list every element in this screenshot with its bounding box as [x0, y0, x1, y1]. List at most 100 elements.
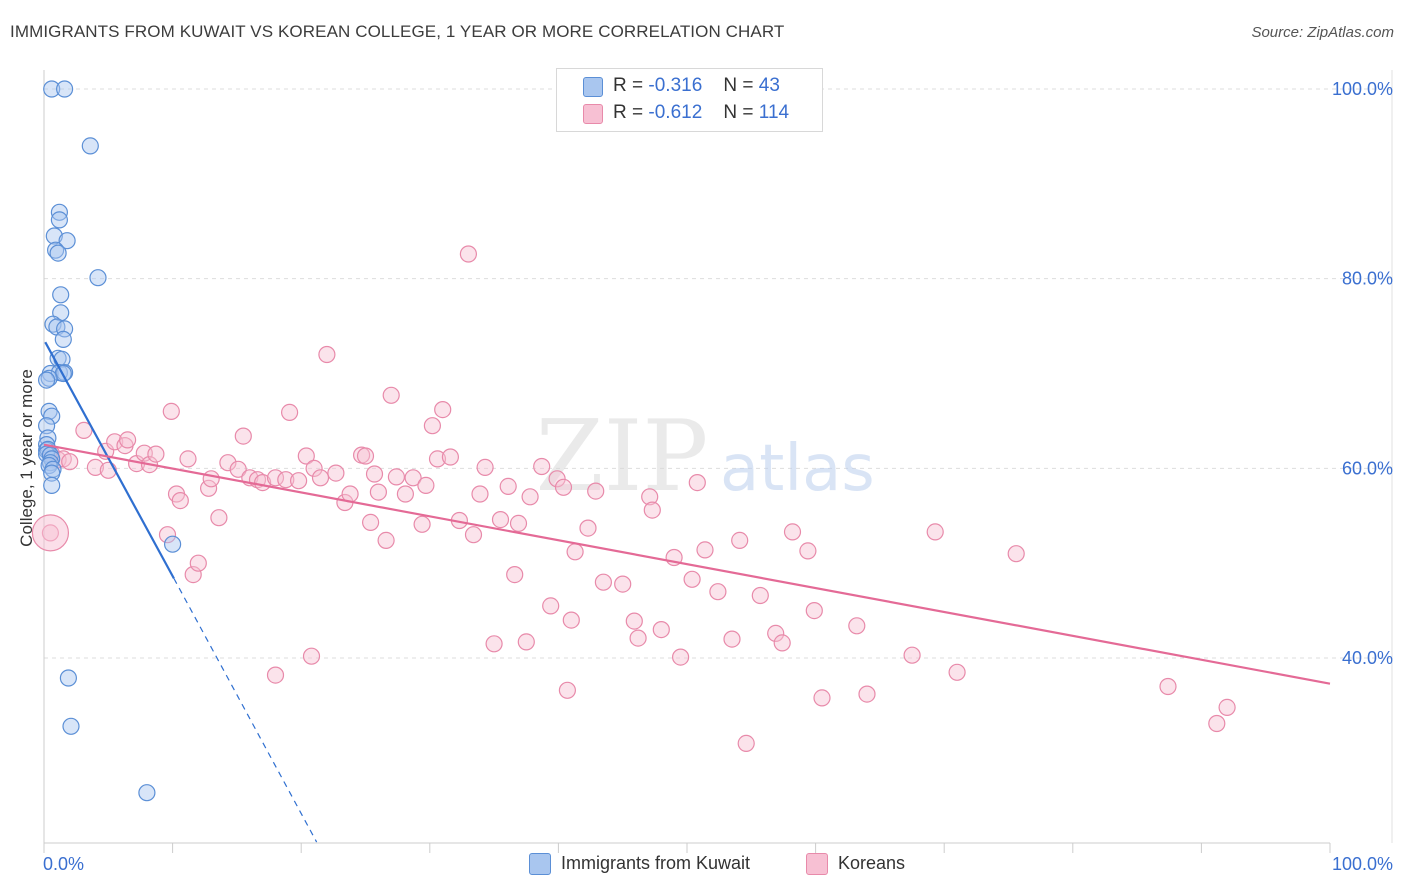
- koreans-point: [683, 570, 701, 588]
- koreans-point: [587, 482, 605, 500]
- koreans-point: [396, 485, 414, 503]
- koreans-point: [566, 543, 584, 561]
- y-tick-label: 80.0%: [1342, 269, 1393, 289]
- koreans-point: [179, 450, 197, 468]
- koreans-point: [948, 663, 966, 681]
- koreans-point: [441, 448, 459, 466]
- r-label: R =: [613, 102, 644, 123]
- koreans-point: [926, 523, 944, 541]
- koreans-point: [848, 617, 866, 635]
- koreans-point: [423, 417, 441, 435]
- source-label: Source: ZipAtlas.com: [1251, 24, 1394, 41]
- kuwait-regression-line: [44, 341, 175, 579]
- y-tick-label: 60.0%: [1342, 458, 1393, 478]
- koreans-point: [311, 469, 330, 487]
- koreans-point: [509, 514, 528, 533]
- koreans-point: [579, 519, 597, 537]
- koreans-swatch: [583, 104, 603, 124]
- kuwait-legend-swatch: [529, 853, 551, 875]
- kuwait-point: [52, 286, 70, 304]
- kuwait-point: [37, 417, 56, 435]
- koreans-point: [106, 433, 124, 451]
- kuwait-swatch: [583, 77, 603, 97]
- koreans-point: [471, 485, 489, 503]
- kuwait-point: [58, 232, 76, 250]
- koreans-point: [365, 465, 384, 483]
- koreans-point: [476, 458, 494, 476]
- koreans-point: [302, 647, 321, 665]
- r-label: R =: [613, 75, 644, 96]
- koreans-point: [266, 666, 285, 684]
- koreans-point: [297, 447, 315, 465]
- koreans-point: [783, 523, 802, 541]
- koreans-point: [485, 635, 503, 653]
- kuwait-point: [43, 407, 61, 425]
- koreans-point: [202, 470, 220, 488]
- koreans-legend-label: Koreans: [838, 853, 906, 873]
- kuwait-point: [43, 464, 61, 482]
- koreans-point: [1218, 698, 1236, 717]
- koreans-point: [799, 542, 817, 560]
- koreans-point: [506, 565, 524, 584]
- koreans-point: [751, 586, 769, 605]
- n-label: N =: [723, 75, 754, 96]
- koreans-point: [86, 458, 105, 476]
- y-tick-label: 40.0%: [1342, 648, 1393, 668]
- koreans-point: [327, 464, 345, 482]
- kuwait-point: [81, 137, 99, 155]
- koreans-point: [61, 453, 79, 471]
- koreans-point: [696, 541, 714, 559]
- kuwait-points: [37, 80, 182, 802]
- koreans-point: [773, 634, 791, 652]
- koreans-point: [562, 611, 580, 629]
- koreans-point: [459, 245, 477, 263]
- koreans-point: [737, 734, 755, 753]
- koreans-point: [767, 624, 785, 643]
- koreans-point: [594, 573, 613, 591]
- koreans-point: [382, 386, 400, 404]
- watermark: ZIP atlas: [536, 400, 875, 514]
- koreans-point: [641, 488, 659, 506]
- koreans-point: [377, 531, 395, 550]
- koreans-point: [413, 515, 431, 533]
- regression-lines: [43, 341, 1331, 843]
- koreans-point: [614, 575, 632, 593]
- koreans-point: [118, 431, 137, 449]
- koreans-point: [266, 469, 285, 487]
- koreans-point: [158, 526, 177, 544]
- kuwait-point: [43, 80, 61, 98]
- kuwait-regression-extension: [173, 578, 318, 843]
- koreans-r-value: -0.612: [648, 102, 703, 123]
- koreans-point: [281, 403, 299, 421]
- watermark-atlas: atlas: [720, 432, 875, 506]
- koreans-point: [643, 501, 661, 519]
- n-label: N =: [723, 102, 754, 123]
- koreans-point: [629, 629, 647, 647]
- koreans-point: [290, 472, 308, 490]
- koreans-point: [417, 476, 435, 494]
- chart-title: IMMIGRANTS FROM KUWAIT VS KOREAN COLLEGE…: [10, 22, 785, 41]
- kuwait-point: [46, 241, 65, 259]
- kuwait-point: [43, 476, 61, 494]
- koreans-point: [362, 513, 380, 532]
- koreans-point: [533, 457, 551, 476]
- koreans-regression-line: [43, 443, 1331, 685]
- koreans-point: [548, 470, 566, 488]
- koreans-point: [318, 345, 336, 364]
- koreans-point: [428, 450, 447, 468]
- koreans-point: [558, 681, 577, 699]
- koreans-point: [521, 488, 539, 506]
- koreans-point: [723, 630, 741, 648]
- koreans-point: [671, 648, 690, 666]
- kuwait-r-value: -0.316: [648, 75, 703, 96]
- kuwait-point: [89, 269, 107, 287]
- kuwait-point: [62, 717, 80, 735]
- koreans-point: [171, 492, 189, 510]
- koreans-point: [1007, 545, 1025, 563]
- koreans-point-large: [31, 514, 70, 552]
- kuwait-point: [45, 227, 63, 245]
- koreans-point: [229, 460, 247, 478]
- koreans-points: [31, 245, 1236, 753]
- kuwait-legend-label: Immigrants from Kuwait: [561, 853, 751, 873]
